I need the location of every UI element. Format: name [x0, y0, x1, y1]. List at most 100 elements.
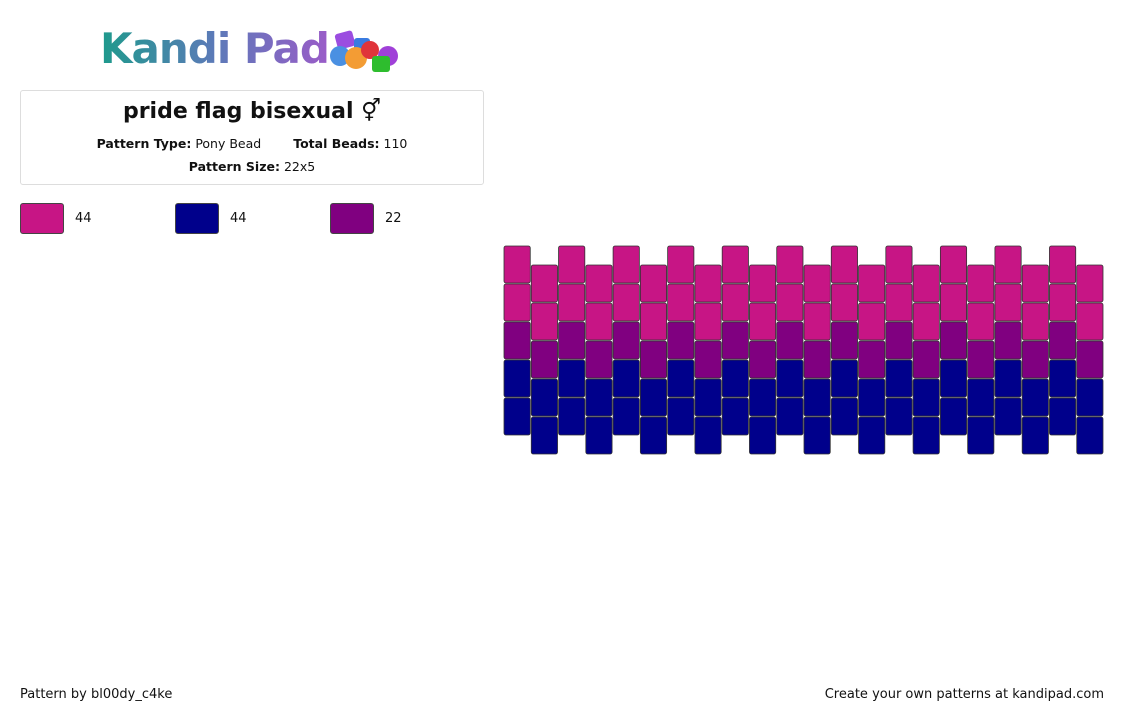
bead — [1076, 264, 1104, 303]
bead — [1021, 378, 1049, 417]
bead — [967, 264, 995, 303]
bead — [667, 283, 695, 322]
site-link[interactable]: Create your own patterns at kandipad.com — [824, 687, 1104, 702]
bead — [885, 397, 913, 436]
bead — [558, 397, 586, 436]
bead — [858, 302, 886, 341]
bead — [503, 283, 531, 322]
bead — [803, 340, 831, 379]
bead — [612, 283, 640, 322]
bead — [721, 245, 749, 284]
bead-pattern — [503, 245, 1104, 455]
bead — [558, 245, 586, 284]
bead — [967, 378, 995, 417]
bead — [694, 302, 722, 341]
color-swatch — [20, 203, 64, 234]
logo[interactable]: Kandi Pad — [100, 24, 330, 73]
bead — [967, 416, 995, 455]
bead — [749, 264, 777, 303]
bead — [721, 397, 749, 436]
bead — [939, 397, 968, 436]
color-count: 22 — [385, 211, 402, 226]
label: Total Beads: — [293, 136, 380, 151]
bead — [749, 302, 777, 341]
bead — [558, 283, 586, 322]
bead — [749, 340, 777, 379]
color-swatch — [330, 203, 374, 234]
credit: Pattern by bl00dy_c4ke — [20, 687, 173, 702]
bead — [1076, 378, 1104, 417]
label: Pattern Size: — [188, 159, 280, 174]
bead — [967, 302, 995, 341]
bead — [585, 340, 613, 379]
bead — [639, 340, 668, 379]
bead — [885, 359, 913, 398]
bead — [858, 340, 886, 379]
bead — [667, 359, 695, 398]
bead — [667, 397, 695, 436]
bead — [912, 416, 940, 455]
pattern-title: pride flag bisexual ⚥ — [122, 99, 382, 124]
bead — [503, 359, 531, 398]
bead — [1076, 302, 1104, 341]
bead — [939, 283, 968, 322]
bead — [1049, 321, 1077, 360]
bead — [530, 264, 558, 303]
bead — [776, 397, 804, 436]
bead — [612, 245, 640, 284]
bead — [858, 264, 886, 303]
bead — [721, 359, 749, 398]
bead — [994, 321, 1022, 360]
bead — [1076, 340, 1104, 379]
value: Pony Bead — [195, 136, 262, 151]
bead — [912, 378, 940, 417]
bead — [830, 359, 858, 398]
bead — [994, 245, 1022, 284]
bead — [585, 302, 613, 341]
bead — [776, 245, 804, 284]
bead — [994, 283, 1022, 322]
bead — [503, 397, 531, 436]
bead — [612, 397, 640, 436]
bead — [1049, 283, 1077, 322]
bead — [694, 416, 722, 455]
bead — [776, 283, 804, 322]
bead — [830, 397, 858, 436]
bead — [1021, 416, 1049, 455]
bead — [503, 245, 531, 284]
bead — [994, 359, 1022, 398]
bead — [639, 264, 668, 303]
info-card: pride flag bisexual ⚥ Pattern Type: Pony… — [20, 90, 484, 185]
bead — [967, 340, 995, 379]
bead — [912, 340, 940, 379]
bead — [858, 416, 886, 455]
bead — [1049, 245, 1077, 284]
bead — [803, 378, 831, 417]
bead — [558, 321, 586, 360]
bead — [612, 321, 640, 360]
bead — [939, 321, 968, 360]
bead — [694, 264, 722, 303]
bead — [803, 264, 831, 303]
bead — [639, 302, 668, 341]
bead — [749, 416, 777, 455]
value: 22x5 — [283, 159, 316, 174]
bead — [639, 416, 668, 455]
bead — [530, 378, 558, 417]
bead — [885, 245, 913, 284]
bead — [585, 416, 613, 455]
bead — [667, 321, 695, 360]
bead — [803, 302, 831, 341]
bead — [503, 321, 531, 360]
bead — [994, 397, 1022, 436]
bead — [530, 416, 558, 455]
bead — [721, 321, 749, 360]
bead — [776, 359, 804, 398]
bead — [776, 321, 804, 360]
label: Pattern Type: — [96, 136, 192, 151]
bead — [830, 283, 858, 322]
logo-beads — [330, 30, 398, 72]
bead — [1076, 416, 1104, 455]
bead — [721, 283, 749, 322]
